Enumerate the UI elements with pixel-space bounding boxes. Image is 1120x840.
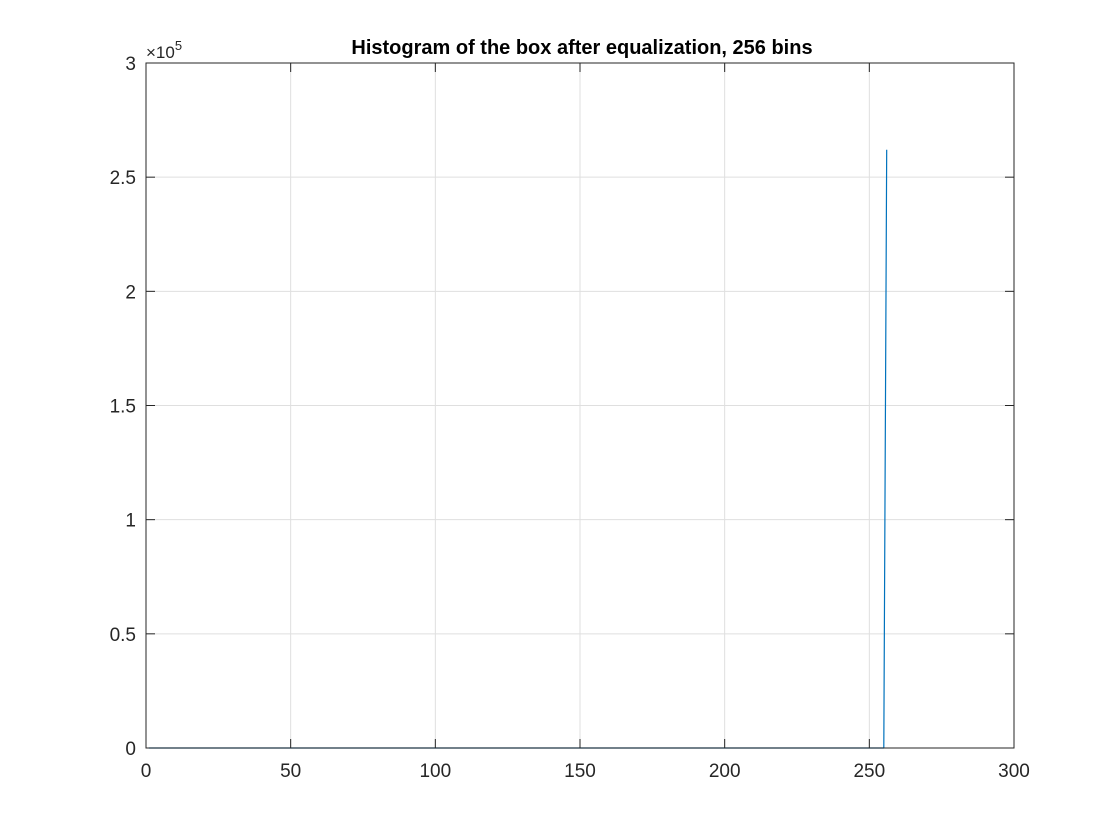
- y-tick-label: 1.5: [110, 397, 136, 418]
- x-tick-label: 250: [853, 761, 885, 782]
- grid: [146, 63, 1014, 748]
- y-tick-label: 0: [125, 739, 136, 760]
- x-tick-label: 50: [280, 761, 301, 782]
- y-tick-label: 3: [125, 54, 136, 75]
- series-line-histogram: [148, 149, 888, 749]
- x-tick-label: 100: [419, 761, 451, 782]
- x-tick-label: 150: [564, 761, 596, 782]
- y-tick-label: 2.5: [110, 168, 136, 189]
- y-axis-exponent-power: 5: [175, 38, 182, 53]
- x-tick-label: 300: [998, 761, 1030, 782]
- x-tick-label: 0: [141, 761, 152, 782]
- x-tick-label: 200: [709, 761, 741, 782]
- y-axis-exponent-base: ×10: [146, 43, 175, 62]
- chart-title: Histogram of the box after equalization,…: [351, 37, 812, 59]
- y-tick-label: 1: [125, 511, 136, 532]
- plot-area: [148, 149, 888, 749]
- y-tick-label: 2: [125, 282, 136, 303]
- y-axis-exponent: ×105: [146, 38, 182, 62]
- y-tick-label: 0.5: [110, 625, 136, 646]
- tick-labels: 0 50 100 150 200 250 300 0 0.5 1 1.5 2 2.5 3: [110, 54, 1030, 782]
- ticks: [145, 62, 1015, 749]
